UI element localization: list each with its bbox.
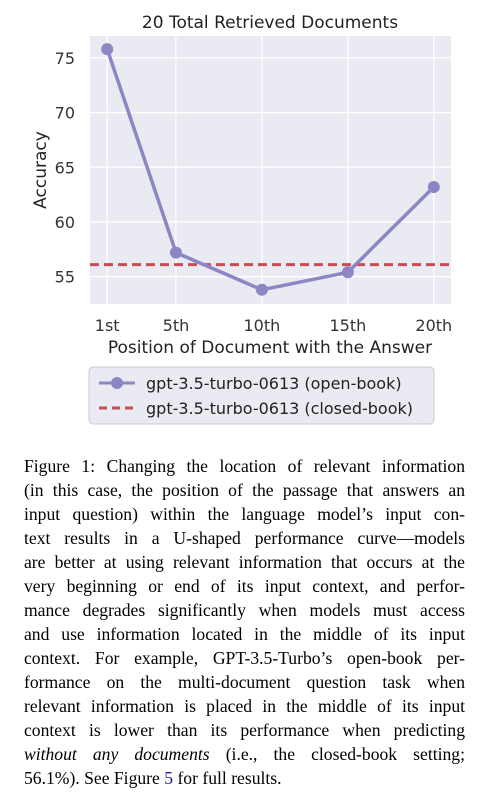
legend-label-open-book: gpt-3.5-turbo-0613 (open-book) bbox=[146, 374, 402, 393]
y-tick-label: 70 bbox=[55, 104, 75, 123]
figure-caption: Figure 1: Changing the location of relev… bbox=[24, 454, 465, 790]
legend-label-closed-book: gpt-3.5-turbo-0613 (closed-book) bbox=[146, 399, 413, 418]
y-tick-label: 75 bbox=[55, 49, 75, 68]
caption-line: Figure 1: Changing the location of relev… bbox=[24, 456, 465, 476]
figure-reference-link[interactable]: 5 bbox=[164, 768, 174, 788]
open-book-point bbox=[255, 283, 268, 296]
caption-line: without any documents (i.e., the closed-… bbox=[24, 742, 465, 766]
open-book-point bbox=[169, 246, 182, 259]
y-tick-label: 60 bbox=[55, 213, 75, 232]
x-tick-label: 5th bbox=[163, 316, 190, 335]
caption-line: are better at using relevant information… bbox=[24, 552, 465, 572]
caption-text: (i.e., the closed-book setting; bbox=[209, 744, 465, 764]
legend-marker-open-book bbox=[111, 377, 123, 389]
caption-text: for full results. bbox=[173, 768, 282, 788]
x-axis-label: Position of Document with the Answer bbox=[108, 338, 432, 358]
plot-area bbox=[90, 36, 451, 304]
open-book-point bbox=[341, 266, 354, 279]
y-gridlines bbox=[90, 57, 451, 278]
caption-line: and use information located in the middl… bbox=[24, 624, 465, 644]
y-tick-label: 55 bbox=[55, 268, 75, 287]
open-book-point bbox=[101, 43, 114, 56]
x-gridlines bbox=[106, 36, 435, 304]
legend-box bbox=[88, 366, 435, 425]
legend: gpt-3.5-turbo-0613 (open-book) gpt-3.5-t… bbox=[88, 366, 435, 425]
caption-line: relevant information is placed in the mi… bbox=[24, 696, 465, 716]
x-tick-label: 15th bbox=[329, 316, 366, 335]
caption-line: very beginning or end of its input conte… bbox=[24, 576, 465, 596]
series-layer bbox=[90, 43, 451, 296]
caption-line: input question) within the language mode… bbox=[24, 504, 465, 524]
caption-line: formance on the multi-document question … bbox=[24, 672, 465, 692]
caption-line: (in this case, the position of the passa… bbox=[24, 480, 465, 500]
x-tick-label: 20th bbox=[415, 316, 452, 335]
x-tick-label: 10th bbox=[244, 316, 281, 335]
x-tick-label: 1st bbox=[95, 316, 120, 335]
caption-line: context is lower than its performance wh… bbox=[24, 720, 465, 740]
caption-line: mance degrades significantly when models… bbox=[24, 600, 465, 620]
y-axis-label: Accuracy bbox=[31, 131, 51, 209]
chart: 20 Total Retrieved Documents 5560657075 … bbox=[31, 13, 452, 425]
y-tick-label: 65 bbox=[55, 158, 75, 177]
x-tick-labels: 1st 5th 10th 15th 20th bbox=[95, 316, 452, 335]
caption-text: 56.1%). See Figure bbox=[24, 768, 165, 788]
chart-title: 20 Total Retrieved Documents bbox=[142, 13, 398, 33]
caption-line: 56.1%). See Figure 5 for full results. bbox=[24, 766, 465, 790]
caption-line: context. For example, GPT-3.5-Turbo’s op… bbox=[24, 648, 465, 668]
caption-line: text results in a U-shaped performance c… bbox=[24, 528, 465, 548]
open-book-point bbox=[427, 180, 440, 193]
y-tick-labels: 55 60 65 70 75 bbox=[55, 49, 75, 287]
caption-emphasis: without any documents bbox=[24, 744, 210, 764]
